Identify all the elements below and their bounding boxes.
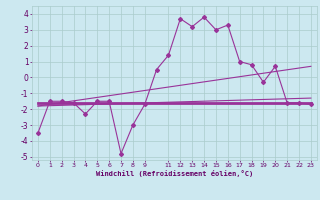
X-axis label: Windchill (Refroidissement éolien,°C): Windchill (Refroidissement éolien,°C) [96, 170, 253, 177]
